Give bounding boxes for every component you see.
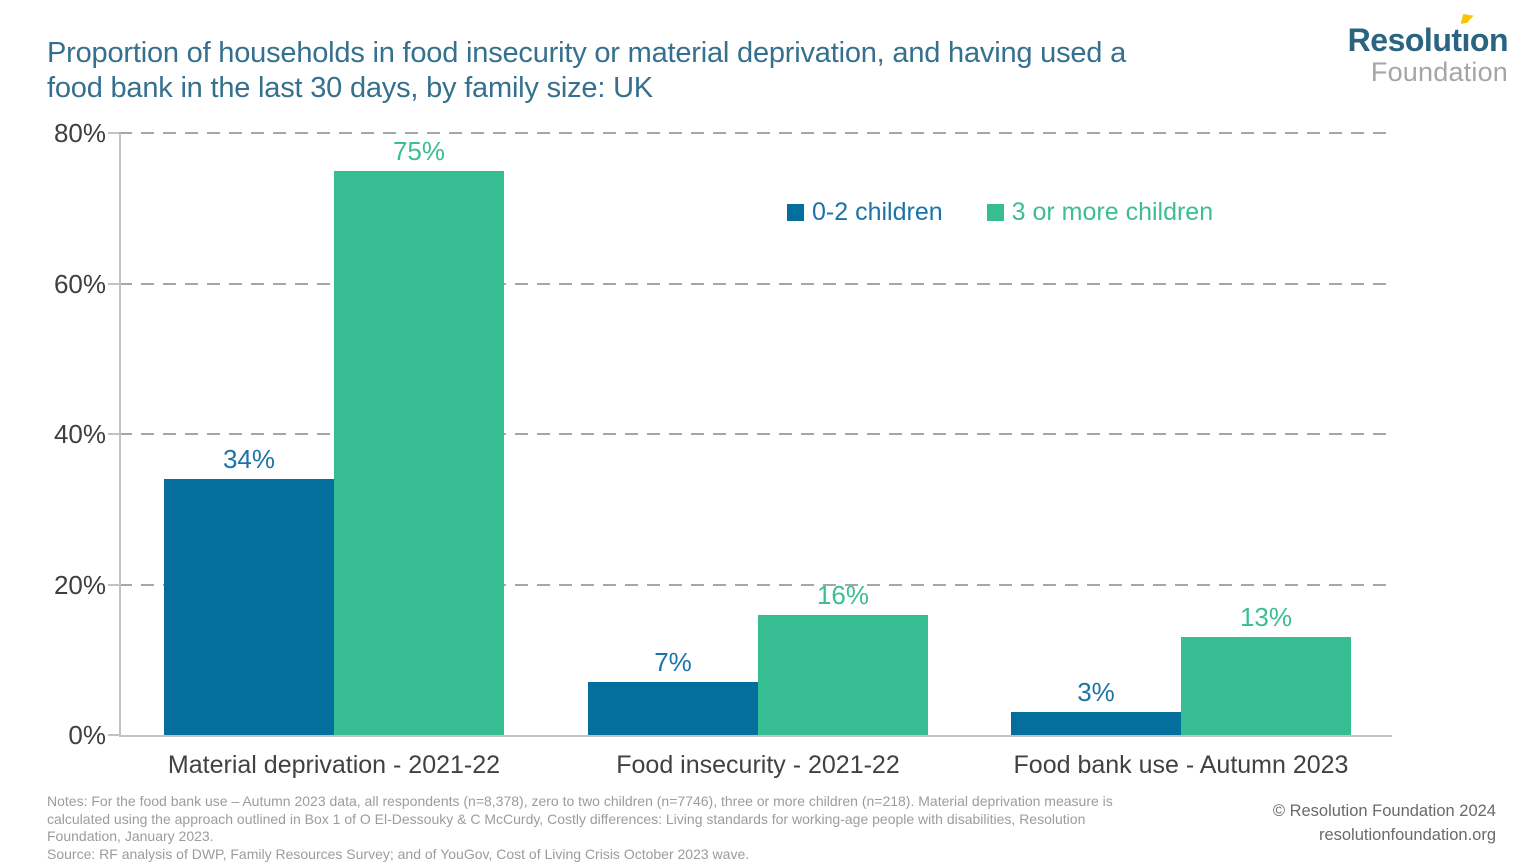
y-tick-label: 20%: [53, 569, 106, 600]
chart-legend: 0-2 children 3 or more children: [787, 198, 1213, 226]
y-axis-tick: [108, 282, 119, 285]
resolution-foundation-logo: Resolutı on Foundation: [1318, 14, 1509, 87]
logo-flag-icon: [1460, 14, 1474, 24]
bar-value-label: 13%: [1239, 602, 1293, 633]
title-line-2: food bank in the last 30 days, by family…: [47, 72, 653, 104]
notes-line: Foundation, January 2023.: [47, 828, 214, 844]
bar-0-2 children-Material deprivation - 2021-22: [164, 479, 334, 735]
gridline-40%: [119, 433, 1392, 435]
bar-value-label: 16%: [816, 579, 870, 610]
page-title: Proportion of households in food insecur…: [47, 36, 1126, 106]
logo-subtitle: Foundation: [1370, 57, 1508, 87]
title-line-1: Proportion of households in food insecur…: [47, 37, 1127, 69]
bar-0-2 children-Food insecurity - 2021-22: [588, 682, 758, 735]
category-label: Food insecurity - 2021-22: [616, 751, 900, 779]
bar-3 or more children-Material deprivation - 2021-22: [334, 170, 504, 735]
bar-3 or more children-Food insecurity - 2021-22: [758, 614, 928, 735]
y-tick-label: 60%: [53, 268, 106, 299]
category-label: Material deprivation - 2021-22: [167, 751, 501, 779]
legend-item: 0-2 children: [787, 198, 943, 226]
bar-value-label: 75%: [392, 135, 446, 166]
legend-swatch-icon: [986, 203, 1004, 221]
gridline-60%: [119, 282, 1392, 285]
bar-value-label: 3%: [1077, 677, 1115, 708]
y-axis-tick: [108, 734, 119, 736]
y-axis-tick: [108, 132, 119, 134]
bar-3 or more children-Food bank use - Autumn 2023: [1181, 637, 1351, 735]
legend-swatch-icon: [787, 203, 804, 221]
bar-value-label: 34%: [222, 444, 276, 475]
y-axis-line: [119, 133, 121, 735]
credit-block: © Resolution Foundation 2024 resolutionf…: [1273, 799, 1496, 847]
y-tick-label: 40%: [53, 419, 106, 449]
gridline-80%: [119, 132, 1392, 134]
y-axis-tick: [108, 583, 119, 586]
y-tick-label: 80%: [53, 118, 106, 148]
legend-label: 3 or more children: [1011, 197, 1214, 226]
y-tick-label: 0%: [68, 720, 106, 750]
legend-item: 3 or more children: [986, 197, 1214, 226]
notes-line: Source: RF analysis of DWP, Family Resou…: [47, 845, 750, 862]
website-text: resolutionfoundation.org: [1318, 826, 1496, 844]
x-axis-line: [119, 735, 1392, 737]
logo-brand-text: Resolutı on: [1318, 14, 1509, 56]
copyright-text: © Resolution Foundation 2024: [1272, 802, 1496, 820]
notes-line: Notes: For the food bank use – Autumn 20…: [47, 793, 1113, 809]
category-label: Food bank use - Autumn 2023: [1013, 751, 1349, 779]
notes-line: calculated using the approach outlined i…: [47, 810, 1086, 827]
bar-value-label: 7%: [654, 647, 692, 678]
chart-notes: Notes: For the food bank use – Autumn 20…: [47, 793, 1272, 863]
bar-0-2 children-Food bank use - Autumn 2023: [1011, 712, 1181, 735]
gridline-20%: [119, 583, 1392, 586]
legend-label: 0-2 children: [812, 197, 943, 226]
y-axis-tick: [108, 433, 119, 435]
